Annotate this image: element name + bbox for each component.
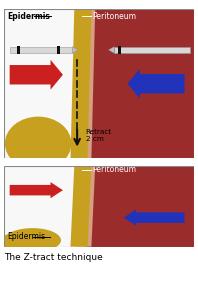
Polygon shape bbox=[70, 166, 91, 247]
FancyArrow shape bbox=[10, 182, 63, 198]
Text: Retract
2 cm: Retract 2 cm bbox=[86, 129, 112, 142]
Polygon shape bbox=[86, 166, 194, 247]
Ellipse shape bbox=[0, 234, 23, 250]
Bar bbox=[114, 47, 190, 53]
FancyArrow shape bbox=[124, 210, 185, 226]
Polygon shape bbox=[86, 9, 194, 158]
Polygon shape bbox=[76, 166, 95, 247]
Bar bbox=[118, 46, 121, 54]
Bar bbox=[10, 47, 72, 53]
Polygon shape bbox=[72, 47, 78, 53]
Polygon shape bbox=[70, 9, 91, 158]
FancyArrow shape bbox=[128, 69, 185, 99]
Ellipse shape bbox=[6, 126, 32, 161]
Polygon shape bbox=[76, 9, 95, 158]
Bar bbox=[17, 46, 20, 54]
Text: Peritoneum: Peritoneum bbox=[92, 165, 136, 175]
Polygon shape bbox=[109, 47, 114, 53]
Ellipse shape bbox=[5, 117, 71, 170]
FancyArrow shape bbox=[10, 60, 63, 90]
Bar bbox=[57, 46, 60, 54]
Text: The Z-tract technique: The Z-tract technique bbox=[4, 253, 103, 262]
Text: Peritoneum: Peritoneum bbox=[92, 12, 136, 21]
Ellipse shape bbox=[4, 228, 61, 252]
Text: Epidermis: Epidermis bbox=[7, 233, 45, 242]
Text: Epidermis: Epidermis bbox=[7, 12, 50, 21]
